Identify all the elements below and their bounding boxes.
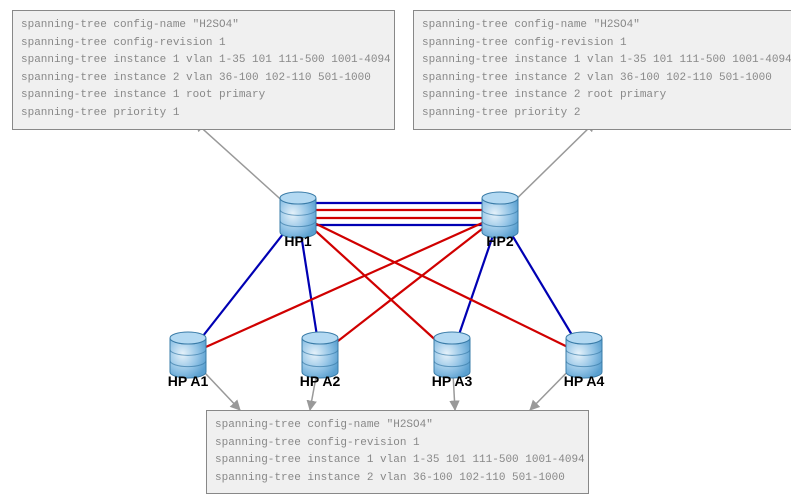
- config-box-access: spanning-tree config-name "H2SO4" spanni…: [206, 410, 589, 494]
- nodes-group: [170, 192, 602, 378]
- node-label-hp1: HP1: [258, 233, 338, 249]
- config-box-hp2: spanning-tree config-name "H2SO4" spanni…: [413, 10, 791, 130]
- config-box-hp1: spanning-tree config-name "H2SO4" spanni…: [12, 10, 395, 130]
- edges-group: [188, 203, 584, 355]
- callouts-group: [188, 122, 595, 410]
- node-label-hpa2: HP A2: [280, 373, 360, 389]
- node-label-hpa3: HP A3: [412, 373, 492, 389]
- node-label-hp2: HP2: [460, 233, 540, 249]
- node-label-hpa1: HP A1: [148, 373, 228, 389]
- node-label-hpa4: HP A4: [544, 373, 624, 389]
